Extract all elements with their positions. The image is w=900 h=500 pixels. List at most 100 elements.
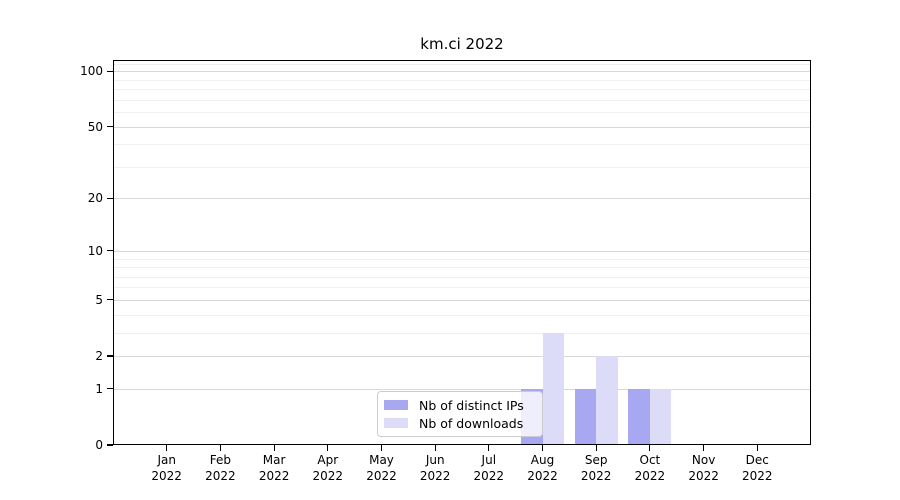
x-tick-label: Nov 2022 <box>672 452 736 484</box>
gridline-major <box>113 299 811 301</box>
x-tick-mark <box>219 445 221 451</box>
x-tick-label: Aug 2022 <box>511 452 575 484</box>
gridline-minor <box>113 144 811 146</box>
y-tick-mark <box>107 388 113 390</box>
y-tick-label: 0 <box>95 438 103 452</box>
x-tick-label-line: 2022 <box>634 469 666 483</box>
x-tick-label-line: 2022 <box>527 469 558 483</box>
x-tick-label-line: Jul <box>481 453 497 467</box>
x-tick-mark <box>595 445 597 451</box>
x-tick-label-line: 2022 <box>205 469 236 483</box>
y-tick-label: 10 <box>87 243 103 258</box>
x-tick-label-line: Sep <box>584 453 608 467</box>
bar-distinct-ips <box>628 388 650 445</box>
x-tick-label-line: 2022 <box>151 469 182 483</box>
y-tick-label: 1 <box>95 381 103 396</box>
y-tick-label: 100 <box>80 64 103 79</box>
bar-downloads <box>649 388 672 445</box>
y-tick-label: 50 <box>87 119 103 134</box>
bars-layer <box>113 60 811 445</box>
legend: Nb of distinct IPs Nb of downloads <box>377 391 543 437</box>
y-tick-mark <box>107 355 113 357</box>
y-tick-label: 20 <box>87 191 103 206</box>
x-tick-mark <box>756 445 758 451</box>
x-tick-mark <box>434 445 436 451</box>
gridline-major <box>113 250 811 252</box>
x-tick-label-line: May <box>369 453 394 467</box>
x-tick-label-line: 2022 <box>580 469 612 483</box>
legend-label-distinct-ips: Nb of distinct IPs <box>419 397 524 413</box>
x-tick-label-line: Mar <box>262 453 286 467</box>
x-tick-label: May 2022 <box>350 452 414 484</box>
x-tick-mark <box>273 445 275 451</box>
x-tick-label: Oct 2022 <box>618 452 682 484</box>
x-tick-label-line: Aug <box>530 453 555 467</box>
bar-downloads <box>542 332 564 445</box>
x-tick-label-line: Apr <box>317 453 339 467</box>
y-tick-mark <box>107 70 113 72</box>
x-tick-label-line: Oct <box>639 453 661 467</box>
x-tick-mark <box>327 445 329 451</box>
x-tick-label: Dec 2022 <box>725 452 789 484</box>
legend-swatch-downloads <box>384 418 408 428</box>
gridline-minor <box>113 99 811 101</box>
y-tick-mark <box>107 250 113 252</box>
gridline-major <box>113 126 811 128</box>
x-tick-label: Mar 2022 <box>242 452 306 484</box>
y-tick-label: 5 <box>95 292 103 307</box>
gridline-minor <box>113 258 811 260</box>
x-tick-label-line: Feb <box>209 453 232 467</box>
x-tick-label-line: 2022 <box>473 469 505 483</box>
x-tick-label: Sep 2022 <box>564 452 628 484</box>
gridline-minor <box>113 287 811 289</box>
legend-label-downloads: Nb of downloads <box>419 415 524 431</box>
gridline-minor <box>113 276 811 278</box>
gridline-minor <box>113 314 811 316</box>
x-tick-mark <box>488 445 490 451</box>
x-tick-label-line: 2022 <box>419 469 451 483</box>
legend-item-distinct-ips: Nb of distinct IPs <box>384 397 535 413</box>
gridline-minor <box>113 79 811 81</box>
x-tick-label-line: 2022 <box>742 469 773 483</box>
x-tick-label-line: Nov <box>691 453 716 467</box>
gridlines-layer <box>113 60 811 445</box>
x-tick-mark <box>166 445 168 451</box>
bar-distinct-ips <box>574 388 597 445</box>
x-tick-label-line: 2022 <box>258 469 290 483</box>
x-tick-label: Feb 2022 <box>188 452 252 484</box>
x-tick-label-line: Jun <box>425 453 445 467</box>
gridline-major <box>113 356 811 357</box>
y-tick-mark <box>107 444 113 446</box>
gridline-minor <box>113 112 811 114</box>
gridline-major <box>113 388 811 390</box>
plot-area: Nb of distinct IPs Nb of downloads 0 1 2 5 1… <box>80 60 811 483</box>
legend-item-downloads: Nb of downloads <box>384 415 535 431</box>
gridline-minor <box>113 63 811 65</box>
gridline-minor <box>113 332 811 334</box>
gridline-major <box>113 198 811 200</box>
gridline-major <box>113 71 811 73</box>
x-tick-mark <box>380 445 383 451</box>
x-tick-label-line: Dec <box>745 453 769 467</box>
bar-downloads <box>596 356 618 445</box>
x-tick-mark <box>649 445 651 451</box>
x-tick-label: Jun 2022 <box>403 452 467 484</box>
chart-title: km.ci 2022 <box>420 35 504 53</box>
x-tick-label: Jan 2022 <box>135 452 199 484</box>
x-tick-label: Apr 2022 <box>296 452 360 484</box>
x-tick-mark <box>703 445 705 451</box>
gridline-minor <box>113 166 811 168</box>
gridline-minor <box>113 267 811 268</box>
x-tick-label-line: 2022 <box>312 469 344 483</box>
x-tick-label-line: 2022 <box>366 469 397 483</box>
legend-swatch-distinct-ips <box>384 400 408 410</box>
x-tick-mark <box>541 445 544 451</box>
gridline-minor <box>113 89 811 91</box>
y-tick-mark <box>107 299 113 301</box>
y-tick-mark <box>107 126 113 128</box>
x-tick-label: Jul 2022 <box>457 452 521 484</box>
y-tick-label: 2 <box>95 349 103 363</box>
y-tick-mark <box>107 197 113 199</box>
x-tick-label-line: 2022 <box>688 469 719 483</box>
